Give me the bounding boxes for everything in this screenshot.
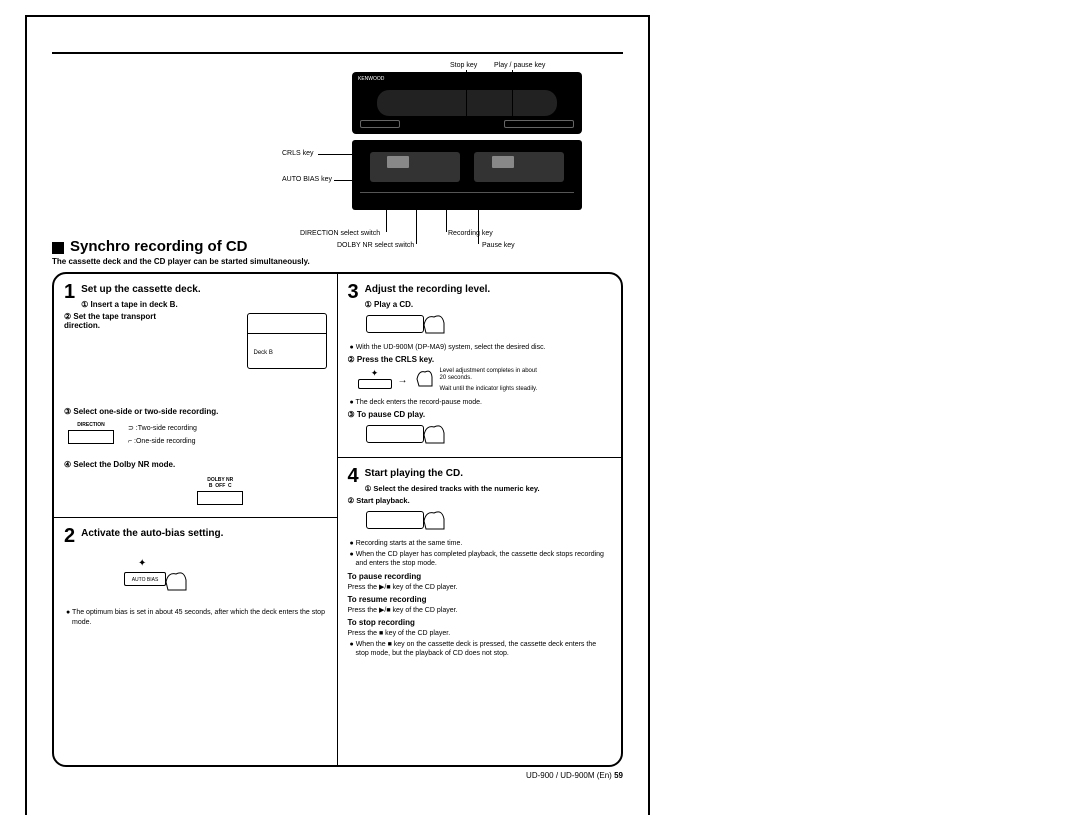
equipment-diagram: KENWOOD Stop key Play / pause key CRLS k… (52, 62, 623, 252)
page-number: 59 (614, 771, 623, 780)
step-number: 3 (348, 282, 359, 302)
step-4-bullet-2: ● When the CD player has completed playb… (348, 550, 612, 568)
direction-select-label: DIRECTION select switch (300, 230, 380, 237)
recording-key-label: Recording key (448, 230, 493, 237)
step-number: 4 (348, 466, 359, 486)
dolby-nr-label: DOLBY NR B OFF C (114, 477, 327, 489)
hand-icon (420, 509, 448, 533)
step-4-bullet-1: ● Recording starts at the same time. (348, 539, 612, 548)
pause-rec-title: To pause recording (348, 572, 612, 581)
step-3-title: Adjust the recording level. (348, 282, 612, 296)
step-3-sub-1: ① Play a CD. (348, 300, 612, 309)
step-2-note: ● The optimum bias is set in about 45 se… (64, 608, 327, 626)
divider (338, 457, 622, 458)
stop-rec-title: To stop recording (348, 618, 612, 627)
auto-bias-button: AUTO BIAS (124, 572, 166, 586)
resume-rec-body: Press the ▶/■ key of the CD player. (348, 606, 612, 615)
play-pause-key-label: Play / pause key (494, 62, 545, 69)
step-4-sub-1: ① Select the desired tracks with the num… (348, 484, 612, 493)
step-number: 1 (64, 282, 75, 302)
step-4-sub-2: ② Start playback. (348, 496, 612, 505)
pause-rec-body: Press the ▶/■ key of the CD player. (348, 583, 612, 592)
step-3-sub-3: ③ To pause CD play. (348, 410, 612, 419)
step-3-bullet-2: ● The deck enters the record-pause mode. (348, 398, 612, 407)
step-4-title: Start playing the CD. (348, 466, 612, 480)
step-3-sub-2: ② Press the CRLS key. (348, 355, 612, 364)
step-2: 2 Activate the auto-bias setting. ✦ AUTO… (64, 526, 327, 626)
auto-bias-key-label: AUTO BIAS key (282, 176, 332, 183)
direction-switch-icon (68, 430, 114, 444)
step-1-sub-2: ② Set the tape transport direction. (64, 312, 174, 330)
dolby-switch-icon (197, 491, 243, 505)
step-2-title: Activate the auto-bias setting. (64, 526, 327, 540)
playback-diagram (366, 509, 456, 533)
step-1-sub-3: ③ Select one-side or two-side recording. (64, 407, 327, 416)
divider (54, 517, 337, 518)
footer-text: UD-900 / UD-900M (En) (526, 771, 612, 780)
step-1-title: Set up the cassette deck. (64, 282, 327, 296)
manual-page: KENWOOD Stop key Play / pause key CRLS k… (25, 15, 650, 815)
resume-rec-title: To resume recording (348, 595, 612, 604)
step-number: 2 (64, 526, 75, 546)
step-1-sub-4: ④ Select the Dolby NR mode. (64, 460, 327, 469)
step-1-sub-1: ① Insert a tape in deck B. (64, 300, 327, 309)
hand-icon (414, 368, 434, 392)
left-column: 1 Set up the cassette deck. ① Insert a t… (54, 274, 338, 765)
one-side-note: ⌐ :One-side recording (128, 438, 197, 445)
hand-icon (420, 423, 448, 447)
steps-container: 1 Set up the cassette deck. ① Insert a t… (52, 272, 623, 767)
stop-rec-body: Press the ■ key of the CD player. (348, 629, 612, 638)
right-column: 3 Adjust the recording level. ① Play a C… (338, 274, 622, 765)
play-cd-diagram (366, 313, 456, 337)
hand-icon (420, 313, 448, 337)
step-4-bullet-3: ● When the ■ key on the cassette deck is… (348, 640, 612, 658)
crls-key-label: CRLS key (282, 150, 314, 157)
cassette-diagram: Deck B (247, 313, 327, 369)
hand-icon (162, 568, 192, 594)
top-rule (52, 52, 623, 54)
dolby-nr-select-label: DOLBY NR select switch (337, 242, 414, 249)
pause-cd-diagram (366, 423, 456, 447)
crls-note-2: Wait until the indicator lights steadily… (440, 386, 540, 393)
direction-label: DIRECTION (64, 422, 118, 428)
step-1: 1 Set up the cassette deck. ① Insert a t… (64, 282, 327, 507)
deck-b-label: Deck B (254, 350, 273, 356)
section-subtitle: The cassette deck and the CD player can … (52, 257, 623, 266)
pause-key-label: Pause key (482, 242, 515, 249)
crls-note-1: Level adjustment completes in about 20 s… (440, 368, 540, 382)
step-4: 4 Start playing the CD. ① Select the des… (348, 466, 612, 659)
two-side-note: ⊃ :Two-side recording (128, 424, 197, 432)
stop-key-label: Stop key (450, 62, 477, 69)
step-3-bullet-1: ● With the UD-900M (DP-MA9) system, sele… (348, 343, 612, 352)
page-footer: UD-900 / UD-900M (En) 59 (52, 771, 623, 780)
step-3: 3 Adjust the recording level. ① Play a C… (348, 282, 612, 447)
